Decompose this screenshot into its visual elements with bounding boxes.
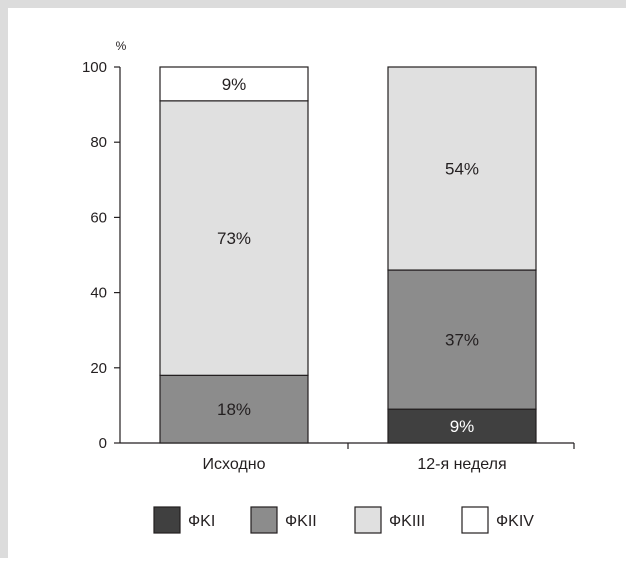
bar-segment — [387, 408, 537, 444]
plot-area: 0 20 40 60 80 100 18% 73% 9% Исходно 9% 37% 54% 12-я … — [82, 59, 575, 473]
legend-swatch — [354, 506, 382, 534]
category-label: 12-я неделя — [417, 456, 506, 473]
bar-segment-label: 54% — [445, 160, 479, 179]
legend-label: ФKII — [285, 513, 317, 530]
y-tick-label: 0 — [99, 435, 107, 452]
legend: ФKI ФKII ФKIII ФKIV — [153, 506, 534, 534]
bar-segment-label: 9% — [222, 75, 247, 94]
y-tick-label: 20 — [90, 360, 107, 377]
category-label: Исходно — [203, 456, 266, 473]
legend-swatch — [250, 506, 278, 534]
y-tick-label: 80 — [90, 134, 107, 151]
legend-swatch — [153, 506, 181, 534]
bar-segment-label: 18% — [217, 400, 251, 419]
bar-segment-label: 37% — [445, 331, 479, 350]
stacked-bar-chart: % 0 20 40 60 80 100 18% 73% 9% Исходно 9% 37% 54% 12-… — [82, 39, 575, 534]
legend-label: ФKIII — [389, 513, 425, 530]
bar-segment — [159, 66, 309, 102]
legend-label: ФKIV — [496, 513, 534, 530]
legend-label: ФKI — [188, 513, 215, 530]
y-tick-label: 60 — [90, 209, 107, 226]
bar-segment-label: 73% — [217, 229, 251, 248]
bar-segment — [387, 66, 537, 271]
y-tick-label: 100 — [82, 59, 107, 76]
bar-segment — [159, 100, 309, 376]
bar-segment-label: 9% — [450, 417, 475, 436]
y-tick-label: 40 — [90, 285, 107, 302]
bar-segment — [387, 269, 537, 410]
y-unit-label: % — [116, 39, 127, 53]
legend-swatch — [461, 506, 489, 534]
